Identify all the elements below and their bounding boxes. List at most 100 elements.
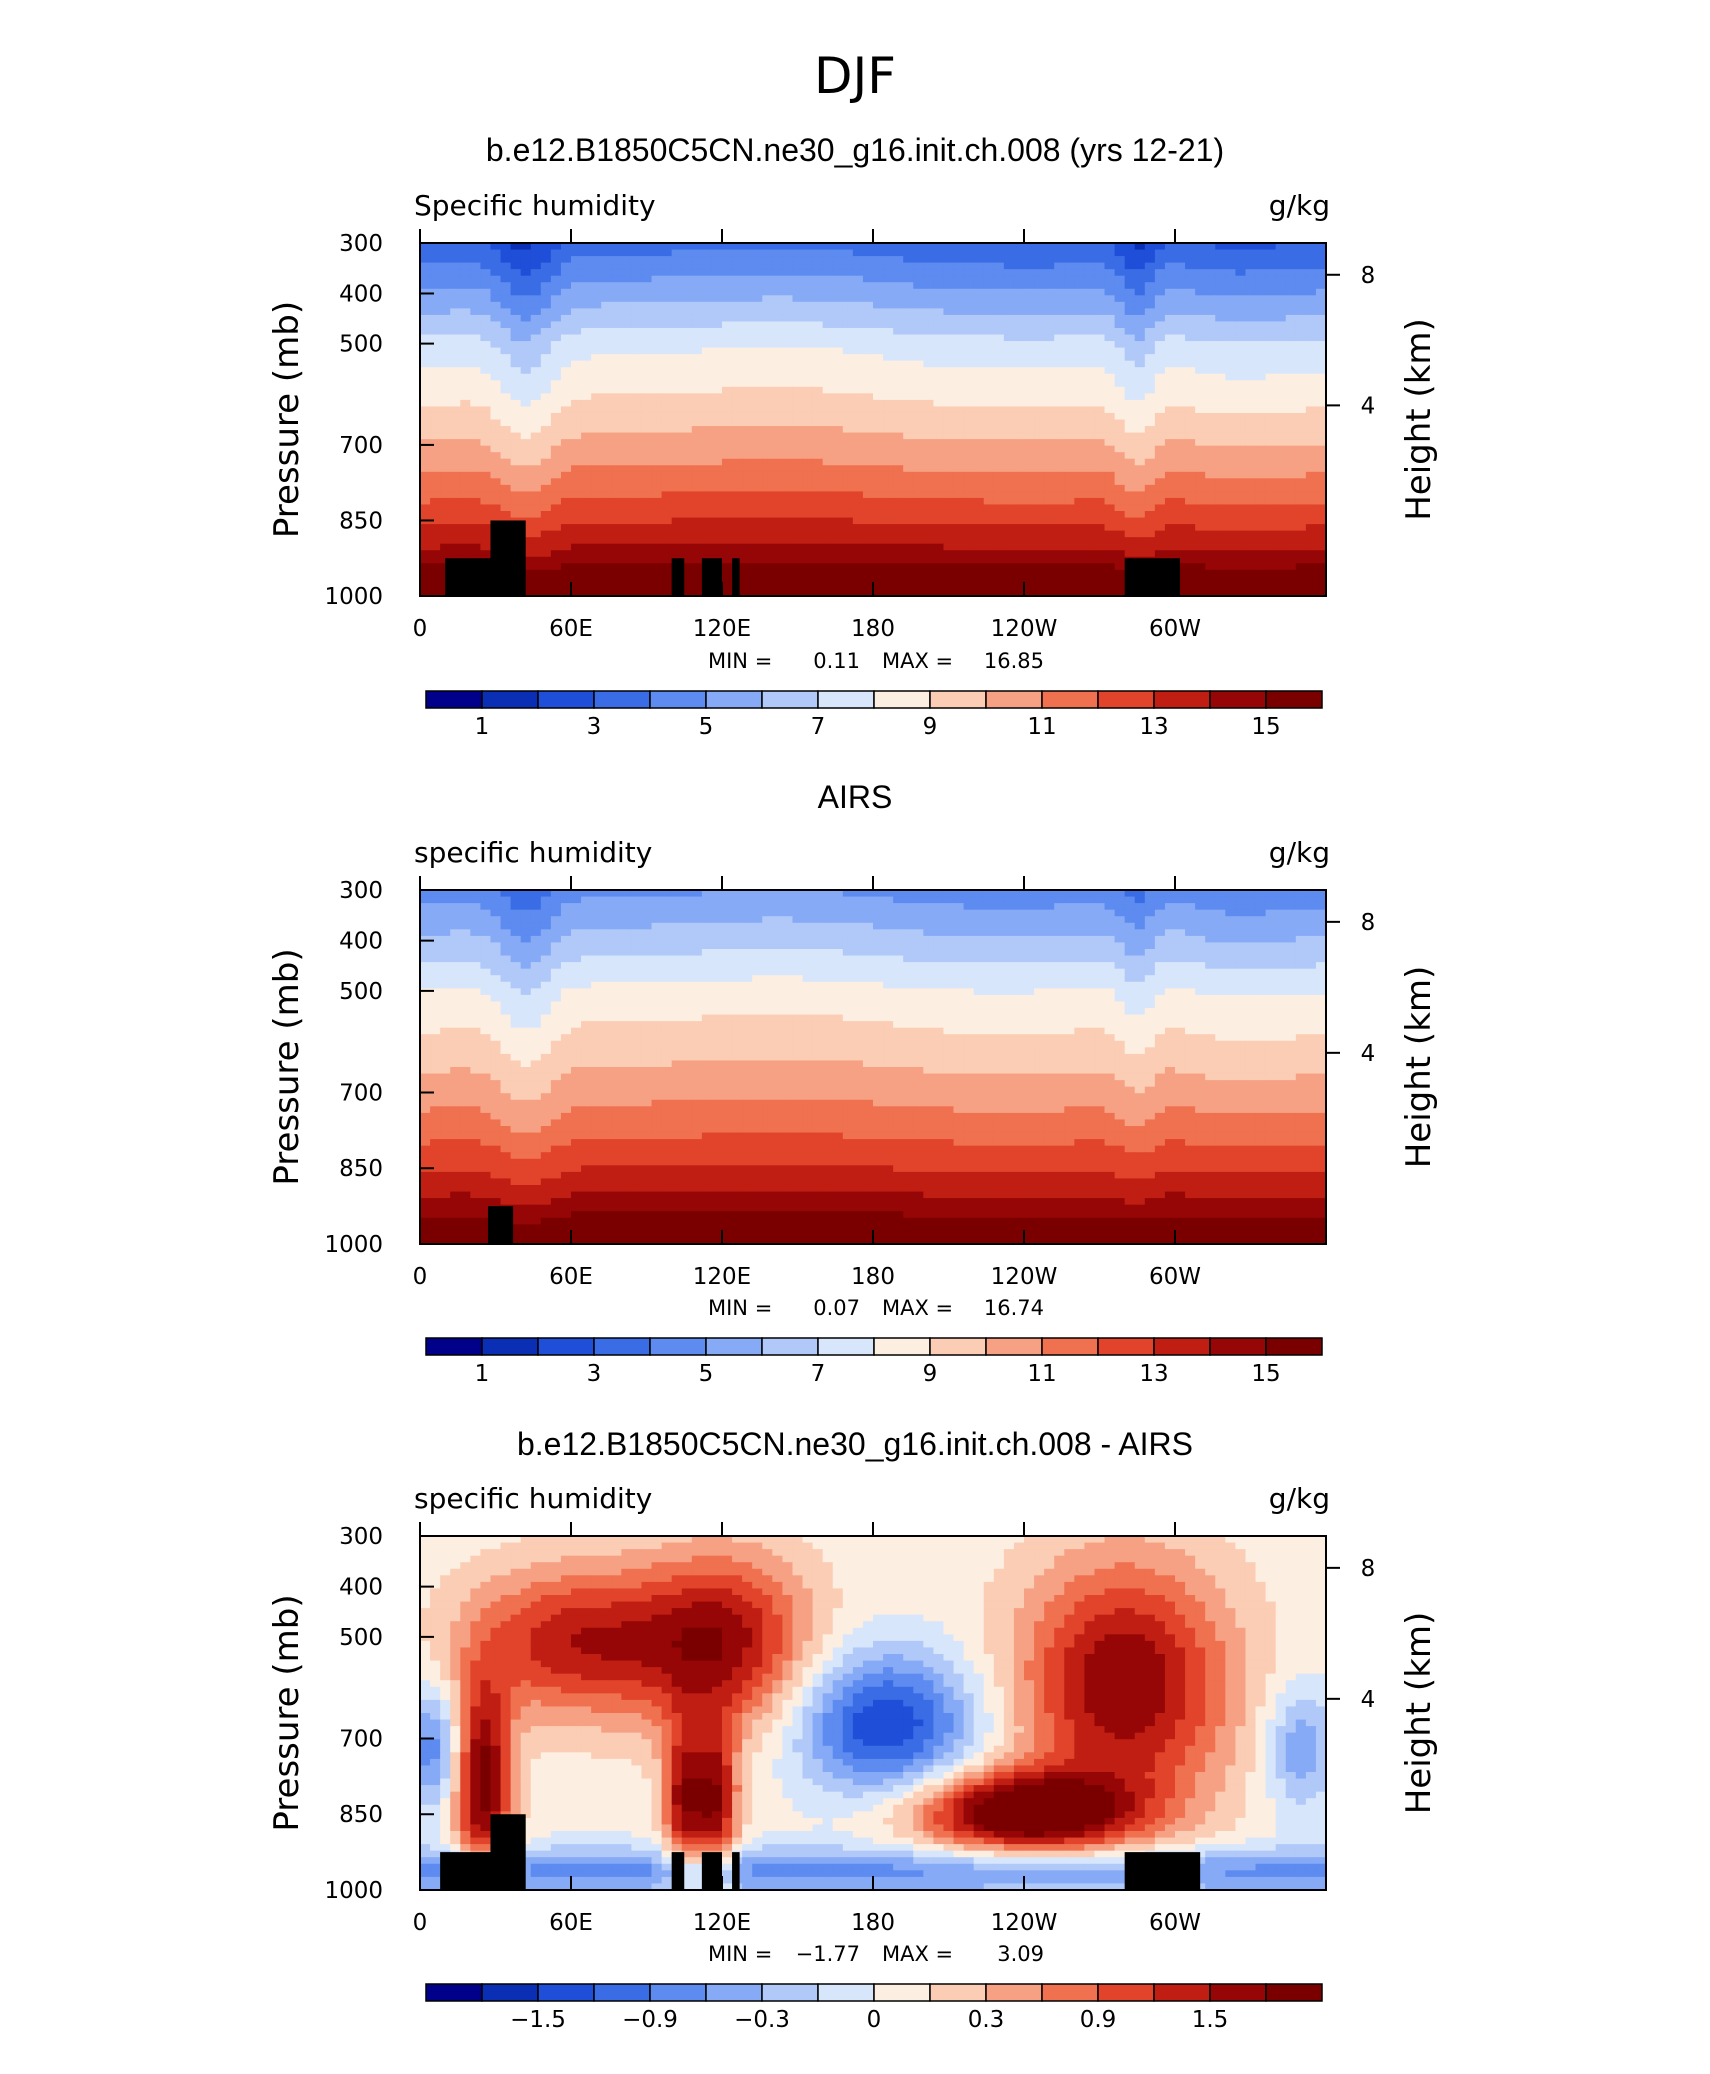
field-cell (601, 282, 612, 290)
field-cell (1124, 524, 1136, 532)
field-cell (913, 582, 924, 591)
height-tick-label: 4 (1361, 393, 1376, 419)
field-cell (852, 367, 864, 375)
field-cell (903, 439, 914, 447)
field-cell (470, 243, 481, 251)
field-cell (762, 419, 773, 427)
field-cell (540, 373, 552, 381)
field-cell (1225, 524, 1236, 532)
field-cell (1275, 275, 1287, 283)
field-cell (1225, 458, 1236, 466)
field-cell (1305, 314, 1317, 323)
field-cell (571, 465, 582, 473)
field-cell (1044, 569, 1055, 577)
field-cell (621, 432, 632, 440)
field-cell (1013, 308, 1025, 316)
field-cell (812, 569, 824, 577)
field-cell (611, 471, 622, 479)
field-cell (1034, 582, 1045, 591)
field-cell (732, 282, 743, 290)
field-cell (420, 327, 431, 336)
field-cell (842, 550, 854, 558)
field-cell (1094, 256, 1106, 264)
field-cell (1265, 511, 1277, 519)
field-cell (1074, 308, 1085, 316)
field-cell (883, 471, 894, 479)
field-cell (691, 393, 703, 401)
field-cell (772, 373, 783, 381)
field-cell (1255, 517, 1267, 525)
field-cell (540, 511, 552, 519)
field-cell (1074, 412, 1085, 421)
field-cell (560, 399, 572, 408)
field-cell (1195, 341, 1206, 349)
field-cell (691, 275, 703, 283)
field-cell (1044, 373, 1055, 381)
field-cell (1255, 445, 1267, 453)
field-cell (420, 445, 431, 453)
field-cell (1235, 354, 1247, 362)
field-cell (903, 334, 914, 342)
field-cell (470, 465, 481, 473)
field-cell (762, 301, 773, 309)
field-cell (430, 890, 441, 898)
field-cell (1084, 288, 1096, 296)
field-cell (550, 373, 562, 381)
field-cell (883, 341, 894, 349)
field-cell (772, 458, 783, 466)
field-cell (671, 386, 683, 394)
field-cell (1154, 471, 1166, 479)
field-cell (701, 354, 713, 362)
field-cell (661, 334, 673, 342)
field-cell (883, 556, 894, 564)
field-cell (530, 347, 542, 355)
field-cell (1245, 295, 1257, 303)
field-cell (581, 432, 592, 440)
field-cell (963, 386, 975, 394)
field-cell (420, 465, 431, 473)
field-cell (752, 354, 763, 362)
field-cell (832, 347, 844, 355)
field-cell (681, 282, 693, 290)
field-cell (842, 582, 854, 591)
field-cell (1275, 432, 1287, 440)
field-cell (1134, 341, 1146, 349)
field-cell (651, 569, 663, 577)
field-cell (1175, 445, 1186, 453)
field-cell (490, 275, 502, 283)
field-cell (1195, 380, 1206, 388)
field-cell (480, 275, 492, 283)
field-cell (1134, 537, 1146, 545)
field-cell (530, 569, 542, 577)
field-cell (1094, 458, 1106, 466)
field-cell (1295, 432, 1307, 440)
field-cell (1003, 517, 1015, 525)
field-cell (983, 386, 995, 394)
field-cell (923, 243, 934, 251)
field-cell (742, 471, 753, 479)
pressure-tick-label: 850 (339, 508, 383, 534)
field-cell (993, 262, 1005, 270)
field-cell (1134, 373, 1146, 381)
field-cell (641, 445, 653, 453)
field-cell (1255, 321, 1267, 329)
field-cell (571, 458, 582, 466)
field-cell (1175, 550, 1186, 558)
field-cell (430, 295, 441, 303)
field-cell (873, 576, 884, 584)
field-cell (651, 465, 663, 473)
field-cell (852, 497, 864, 506)
field-cell (1024, 341, 1035, 349)
units-label: g/kg (1269, 189, 1330, 222)
field-cell (1185, 406, 1196, 414)
field-cell (1275, 426, 1287, 434)
field-cell (842, 511, 854, 519)
field-cell (440, 367, 451, 375)
field-cell (530, 439, 542, 447)
field-cell (1064, 497, 1075, 506)
field-cell (701, 543, 713, 551)
field-cell (1134, 399, 1146, 408)
field-cell (1185, 484, 1196, 493)
field-cell (812, 327, 824, 336)
field-cell (832, 399, 844, 408)
